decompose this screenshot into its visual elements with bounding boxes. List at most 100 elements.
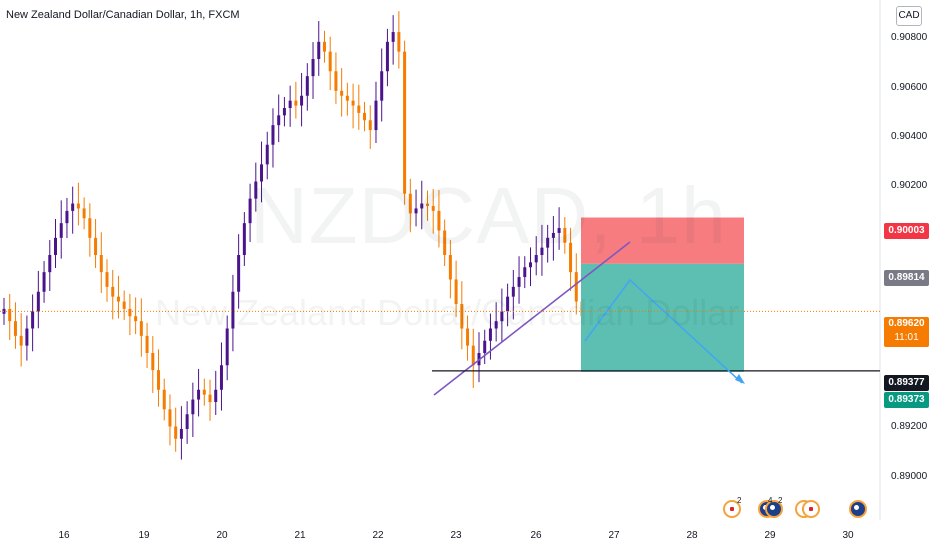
candle-body — [111, 286, 115, 297]
level-price-tag: 0.89377 — [884, 375, 929, 391]
target-price-tag: 0.89373 — [884, 392, 929, 408]
x-tick-label: 16 — [58, 530, 70, 541]
candle-body — [8, 308, 12, 322]
candle-body — [334, 71, 338, 91]
candle-body — [483, 340, 487, 353]
x-tick-label: 29 — [764, 530, 776, 541]
candle-body — [288, 100, 292, 108]
x-tick-label: 26 — [530, 530, 542, 541]
stop-price-tag: 0.90003 — [884, 223, 929, 239]
candle-body — [506, 296, 510, 312]
candle-body — [574, 272, 578, 302]
x-tick-label: 30 — [842, 530, 854, 541]
x-tick-label: 28 — [686, 530, 698, 541]
candle-body — [511, 286, 515, 297]
y-tick-label: 0.90800 — [891, 32, 928, 43]
candle-body — [569, 242, 573, 273]
australia-flag-icon[interactable] — [765, 500, 783, 518]
candle-body — [391, 32, 395, 42]
candle-body — [454, 279, 458, 304]
candle-body — [322, 41, 326, 52]
candle-body — [31, 311, 35, 329]
candle-body — [460, 304, 464, 329]
candle-body — [191, 399, 195, 415]
candle-body — [151, 353, 155, 371]
candle-body — [94, 237, 98, 255]
candle-body — [540, 247, 544, 255]
candle-body — [248, 198, 252, 224]
x-tick-label: 21 — [294, 530, 306, 541]
candle-body — [185, 414, 189, 429]
candle-body — [277, 115, 281, 126]
candle-body — [397, 32, 401, 52]
candle-body — [265, 144, 269, 165]
candle-body — [145, 335, 149, 353]
candle-body — [2, 308, 6, 314]
y-tick-label: 0.90200 — [891, 180, 928, 191]
candle-body — [134, 316, 138, 322]
candle-body — [128, 308, 132, 317]
canada-flag-icon[interactable] — [723, 500, 741, 518]
candle-body — [82, 208, 86, 219]
candle-body — [116, 296, 120, 302]
candle-body — [414, 208, 418, 214]
projection-arrow-icon — [735, 374, 745, 384]
candle-body — [328, 51, 332, 72]
candle-body — [563, 228, 567, 243]
candle-body — [271, 125, 275, 145]
y-tick-label: 0.89200 — [891, 421, 928, 432]
candle-body — [157, 370, 161, 390]
candle-body — [317, 41, 321, 59]
candle-body — [179, 428, 183, 439]
y-tick-label: 0.90400 — [891, 131, 928, 142]
candle-body — [488, 328, 492, 341]
candle-body — [305, 76, 309, 96]
candle-body — [374, 100, 378, 131]
candle-body — [202, 389, 206, 395]
candle-body — [425, 203, 429, 206]
candle-body — [557, 228, 561, 233]
x-tick-label: 20 — [216, 530, 228, 541]
candle-body — [294, 100, 298, 106]
candle-body — [214, 389, 218, 402]
australia-flag-icon[interactable] — [849, 500, 867, 518]
candle-body — [448, 255, 452, 280]
candle-body — [13, 321, 17, 336]
candle-body — [99, 255, 103, 273]
event-count: 4 — [768, 496, 773, 505]
candle-body — [48, 255, 52, 273]
currency-button[interactable]: CAD — [896, 6, 922, 26]
x-tick-label: 27 — [608, 530, 620, 541]
last-price-value: 0.89620 — [888, 318, 925, 329]
candle-body — [237, 255, 241, 292]
candle-body — [76, 203, 80, 209]
take-profit-zone — [581, 263, 744, 372]
entry-price-tag: 0.89814 — [884, 270, 929, 286]
candle-body — [403, 51, 407, 194]
candle-body — [19, 335, 23, 346]
x-tick-label: 19 — [138, 530, 150, 541]
candle-body — [59, 223, 63, 238]
candle-body — [340, 90, 344, 96]
candle-body — [254, 181, 258, 199]
candle-body — [219, 365, 223, 390]
stop-loss-zone — [581, 217, 744, 264]
candle-body — [242, 223, 246, 255]
candle-body — [311, 59, 315, 77]
bar-countdown: 11:01 — [894, 332, 919, 343]
candle-body — [197, 389, 201, 400]
candle-body — [345, 95, 349, 101]
candle-body — [551, 232, 555, 238]
candle-body — [494, 321, 498, 329]
candle-body — [282, 108, 286, 116]
canada-flag-icon[interactable] — [802, 500, 820, 518]
candle-body — [357, 105, 361, 113]
candle-body — [162, 389, 166, 410]
candle-body — [225, 328, 229, 366]
candle-body — [174, 426, 178, 439]
candle-body — [139, 321, 143, 336]
candle-body — [42, 272, 46, 292]
candle-body — [437, 210, 441, 231]
candle-body — [88, 218, 92, 238]
